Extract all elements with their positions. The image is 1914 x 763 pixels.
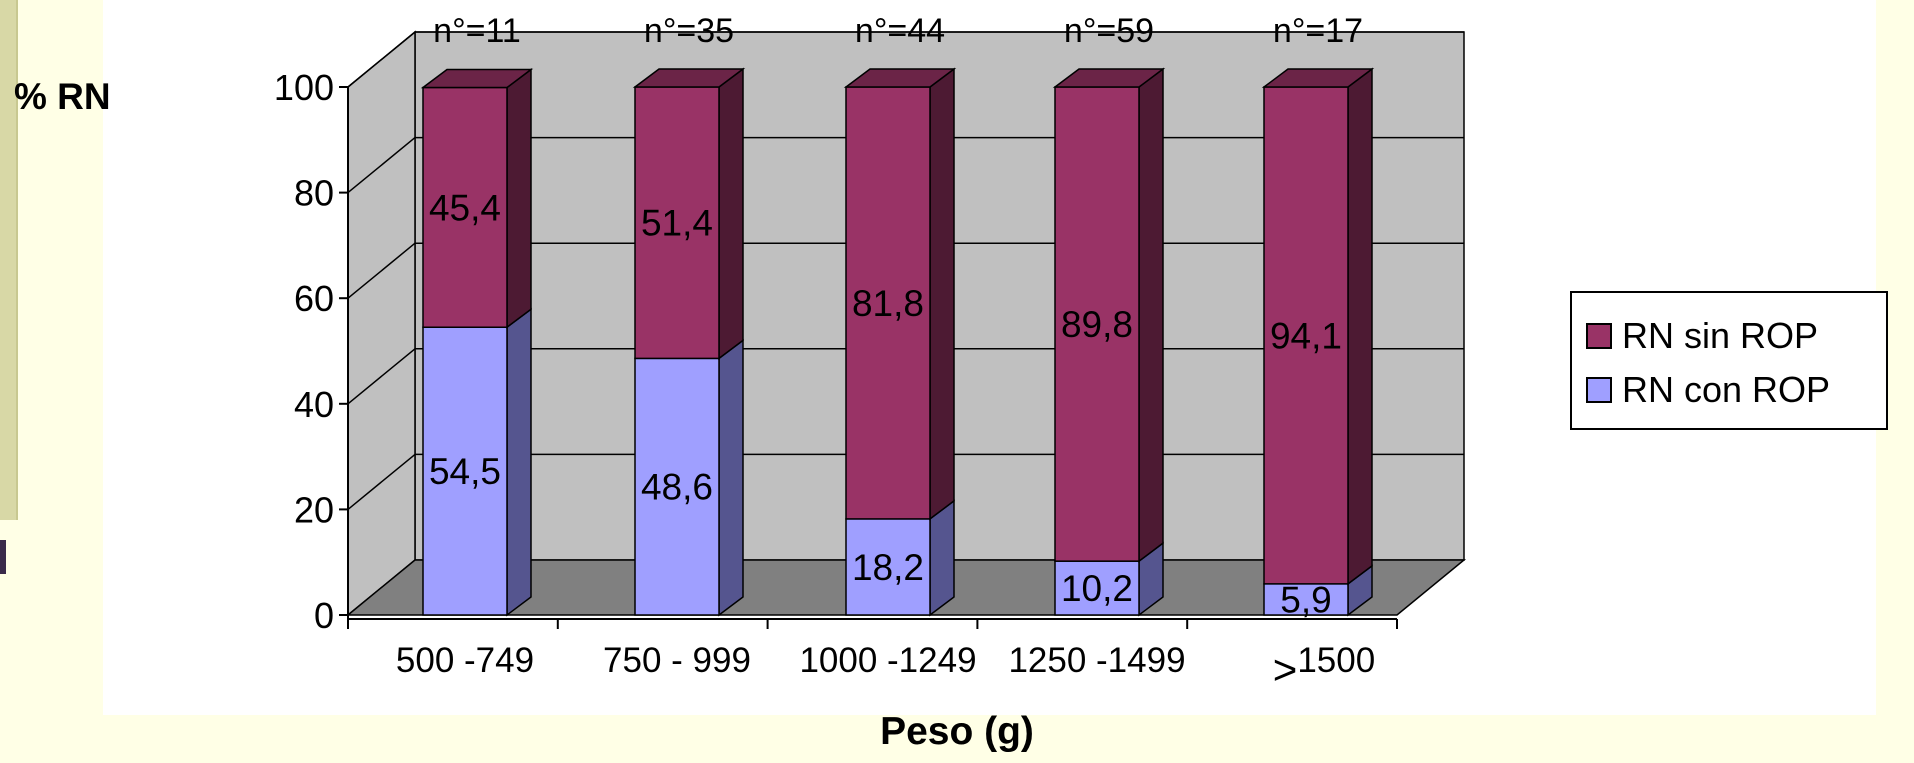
n-label-3: n°=59 — [1064, 12, 1154, 50]
bar-side-rn-sin-rop-3 — [1138, 67, 1164, 563]
bar-side-rn-con-rop-2 — [929, 499, 955, 617]
x-axis-title: Peso (g) — [880, 710, 1034, 753]
gridline-side-20 — [347, 453, 416, 510]
y-tick-label-100: 100 — [274, 67, 334, 108]
y-tick-label-80: 80 — [294, 173, 334, 214]
bar-side-rn-con-rop-0 — [506, 307, 532, 617]
bar-top-1 — [632, 68, 746, 88]
n-label-1: n°=35 — [644, 12, 734, 50]
left-accent-bar — [0, 540, 6, 574]
y-tick-label-0: 0 — [314, 595, 334, 636]
legend-label-sin-rop: RN sin ROP — [1622, 315, 1819, 356]
bar-side-rn-sin-rop-1 — [718, 67, 744, 360]
data-label-rn-con-rop-3: 10,2 — [1061, 568, 1133, 609]
bar-side-rn-sin-rop-4 — [1347, 67, 1373, 586]
gridline-side-40 — [347, 348, 416, 405]
bar-side-rn-sin-rop-0 — [506, 68, 532, 329]
bar-top-3 — [1052, 68, 1166, 88]
bar-rn-sin-rop-3 — [1054, 86, 1140, 562]
x-tick-label-3: 1250 -1499 — [1008, 641, 1185, 680]
data-label-rn-sin-rop-0: 45,4 — [429, 187, 501, 228]
legend: RN sin ROP RN con ROP — [1570, 291, 1888, 430]
data-label-rn-sin-rop-3: 89,8 — [1061, 304, 1133, 345]
legend-swatch-con-rop — [1586, 377, 1612, 403]
legend-item-sin-rop: RN sin ROP — [1586, 309, 1886, 363]
x-tick-label-2: 1000 -1249 — [799, 641, 976, 680]
bar-rn-sin-rop-0 — [422, 86, 508, 328]
n-label-4: n°=17 — [1273, 12, 1363, 50]
y-tick-label-20: 20 — [294, 489, 334, 530]
data-label-rn-sin-rop-2: 81,8 — [852, 283, 924, 324]
n-label-0: n°=11 — [433, 12, 521, 50]
bar-top-0 — [420, 68, 534, 89]
bar-side-rn-con-rop-1 — [718, 338, 744, 617]
bar-rn-con-rop-1 — [634, 357, 720, 616]
legend-swatch-sin-rop — [1586, 323, 1612, 349]
bar-rn-con-rop-3 — [1054, 560, 1140, 616]
y-tick-label-40: 40 — [294, 384, 334, 425]
bar-rn-con-rop-0 — [422, 326, 508, 616]
gridline-side-80 — [347, 137, 416, 194]
gridline-side-60 — [347, 242, 416, 299]
bar-side-rn-sin-rop-2 — [929, 67, 955, 521]
data-label-rn-con-rop-4: 5,9 — [1280, 579, 1331, 620]
data-label-rn-con-rop-2: 18,2 — [852, 547, 924, 588]
x-tick-label-4: >1500 — [1273, 641, 1375, 693]
side-wall — [347, 30, 416, 617]
legend-item-con-rop: RN con ROP — [1586, 363, 1886, 417]
data-label-rn-con-rop-1: 48,6 — [641, 467, 713, 508]
y-axis-title: % RN — [14, 76, 111, 117]
gridline-side-100 — [347, 31, 416, 88]
bar-top-2 — [843, 68, 957, 88]
y-tick-label-60: 60 — [294, 278, 334, 319]
left-decorative-strip — [0, 0, 18, 520]
x-tick-label-1: 750 - 999 — [603, 641, 751, 680]
bar-rn-sin-rop-4 — [1263, 86, 1349, 585]
legend-label-con-rop: RN con ROP — [1622, 369, 1831, 410]
n-label-2: n°=44 — [855, 12, 945, 50]
bar-rn-sin-rop-1 — [634, 86, 720, 360]
x-tick-label-prefix-4: > — [1273, 646, 1298, 693]
bar-rn-con-rop-4 — [1263, 583, 1349, 616]
x-tick-label-0: 500 -749 — [396, 641, 534, 680]
x-tick-label-text-4: 1500 — [1297, 641, 1375, 680]
data-label-rn-con-rop-0: 54,5 — [429, 451, 501, 492]
bar-top-4 — [1261, 68, 1375, 88]
data-label-rn-sin-rop-1: 51,4 — [641, 203, 713, 244]
data-label-rn-sin-rop-4: 94,1 — [1270, 315, 1342, 356]
